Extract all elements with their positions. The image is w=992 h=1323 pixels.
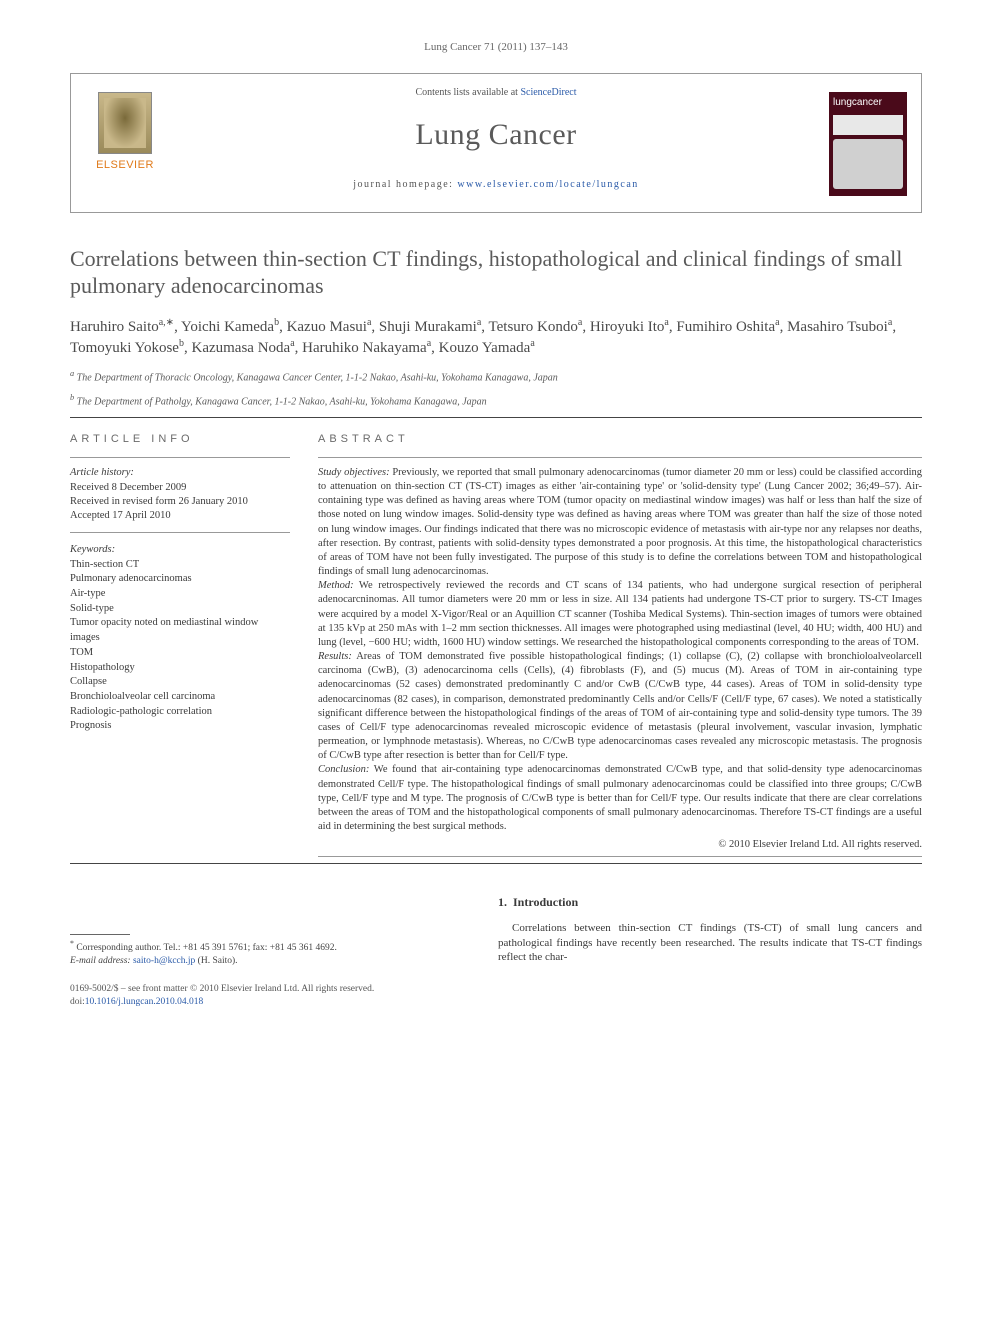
affiliation-b: b The Department of Patholgy, Kanagawa C… — [70, 392, 922, 409]
author-list: Haruhiro Saitoa,∗, Yoichi Kamedab, Kazuo… — [70, 316, 922, 359]
article-title: Correlations between thin-section CT fin… — [70, 245, 922, 300]
doi-link[interactable]: 10.1016/j.lungcan.2010.04.018 — [85, 997, 203, 1007]
journal-homepage-link[interactable]: www.elsevier.com/locate/lungcan — [457, 179, 638, 190]
contents-prefix: Contents lists available at — [415, 87, 520, 98]
sciencedirect-link[interactable]: ScienceDirect — [520, 87, 576, 98]
journal-title: Lung Cancer — [181, 115, 811, 156]
footnote-rule — [70, 934, 130, 935]
history-line: Accepted 17 April 2010 — [70, 509, 290, 523]
publisher-name: ELSEVIER — [85, 158, 165, 173]
keyword: Bronchioloalveolar cell carcinoma — [70, 690, 290, 705]
article-history: Received 8 December 2009Received in revi… — [70, 481, 290, 533]
homepage-prefix: journal homepage: — [353, 179, 457, 190]
corresponding-email: E-mail address: saito-h@kcch.jp (H. Sait… — [70, 955, 470, 967]
keywords-head: Keywords: — [70, 543, 290, 557]
cover-label: lungcancer — [833, 97, 882, 108]
keyword: Pulmonary adenocarcinomas — [70, 572, 290, 587]
keyword: Solid-type — [70, 602, 290, 617]
history-line: Received 8 December 2009 — [70, 481, 290, 495]
abstract-body: Study objectives: Previously, we reporte… — [318, 466, 922, 834]
running-head: Lung Cancer 71 (2011) 137–143 — [70, 40, 922, 55]
body-paragraph: Correlations between thin-section CT fin… — [498, 921, 922, 966]
contents-available-line: Contents lists available at ScienceDirec… — [181, 86, 811, 100]
affiliation-a: a The Department of Thoracic Oncology, K… — [70, 368, 922, 385]
keyword: Radiologic-pathologic correlation — [70, 705, 290, 720]
keyword: Collapse — [70, 675, 290, 690]
keyword: Thin-section CT — [70, 558, 290, 573]
section-heading-introduction: 1. Introduction — [498, 894, 922, 910]
keyword: TOM — [70, 646, 290, 661]
keywords-list: Thin-section CTPulmonary adenocarcinomas… — [70, 558, 290, 734]
keyword: Prognosis — [70, 719, 290, 734]
keyword: Histopathology — [70, 661, 290, 676]
history-line: Received in revised form 26 January 2010 — [70, 495, 290, 509]
divider-rule — [70, 863, 922, 864]
keyword: Air-type — [70, 587, 290, 602]
abstract-head: ABSTRACT — [318, 432, 922, 447]
keyword: Tumor opacity noted on mediastinal windo… — [70, 616, 290, 645]
journal-cover-thumb: lungcancer — [829, 92, 907, 196]
journal-homepage-line: journal homepage: www.elsevier.com/locat… — [181, 178, 811, 192]
doi-line: doi:10.1016/j.lungcan.2010.04.018 — [70, 996, 470, 1008]
publisher-logo-icon — [98, 92, 152, 154]
article-info-head: ARTICLE INFO — [70, 432, 290, 447]
journal-masthead: ELSEVIER Contents lists available at Sci… — [70, 73, 922, 213]
front-matter-line: 0169-5002/$ – see front matter © 2010 El… — [70, 983, 470, 995]
email-link[interactable]: saito-h@kcch.jp — [133, 956, 195, 966]
corresponding-author-note: * Corresponding author. Tel.: +81 45 391… — [70, 939, 470, 955]
article-history-head: Article history: — [70, 466, 290, 480]
publisher-block: ELSEVIER — [85, 92, 165, 173]
abstract-copyright: © 2010 Elsevier Ireland Ltd. All rights … — [318, 838, 922, 852]
divider-rule — [70, 417, 922, 418]
